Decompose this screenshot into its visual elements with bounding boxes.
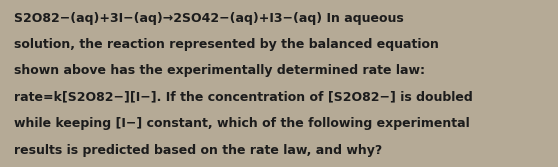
Text: rate=k[S2O82−][I−]. If the concentration of [S2O82−] is doubled: rate=k[S2O82−][I−]. If the concentration…: [14, 91, 473, 104]
Text: shown above has the experimentally determined rate law:: shown above has the experimentally deter…: [14, 64, 425, 77]
Text: results is predicted based on the rate law, and why?: results is predicted based on the rate l…: [14, 144, 382, 157]
Text: while keeping [I−] constant, which of the following experimental: while keeping [I−] constant, which of th…: [14, 117, 470, 130]
Text: solution, the reaction represented by the balanced equation: solution, the reaction represented by th…: [14, 38, 439, 51]
Text: S2O82−(aq)+3I−(aq)→2SO42−(aq)+I3−(aq) In aqueous: S2O82−(aq)+3I−(aq)→2SO42−(aq)+I3−(aq) In…: [14, 12, 403, 25]
